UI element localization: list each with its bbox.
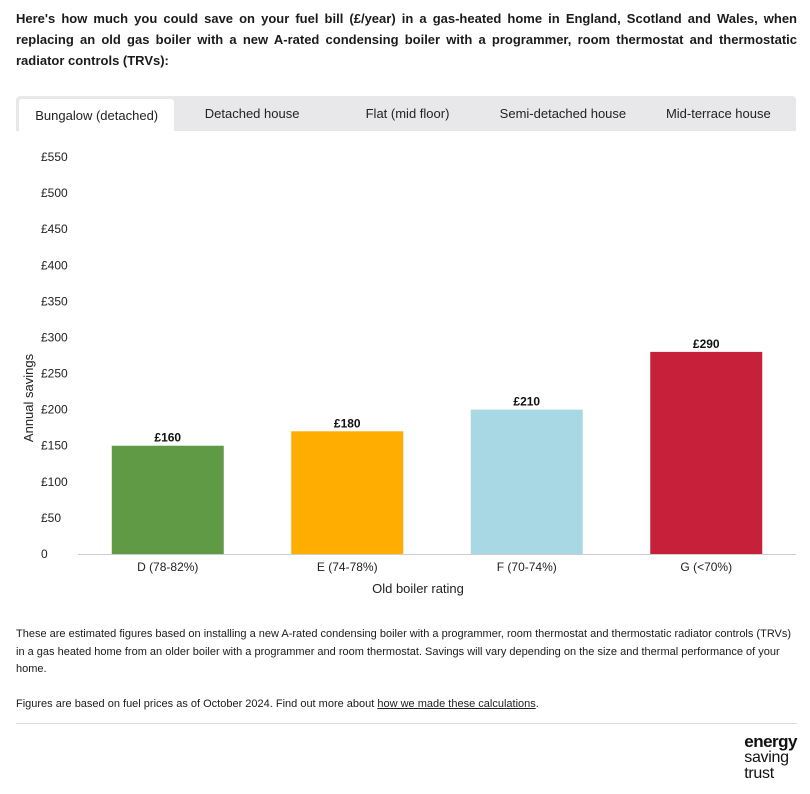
footnote-estimates: These are estimated figures based on ins…: [16, 628, 792, 675]
x-tick-label: F (70-74%): [497, 560, 557, 574]
logo-line-trust: trust: [744, 765, 774, 782]
footnotes: These are estimated figures based on ins…: [16, 626, 796, 730]
bar[interactable]: [470, 409, 583, 554]
logo-line-saving: saving: [744, 749, 789, 766]
tab-mid-terrace-house[interactable]: Mid-terrace house: [665, 106, 771, 121]
y-tick-label: £150: [41, 439, 68, 453]
tab-flat-mid-floor[interactable]: Flat (mid floor): [365, 106, 450, 121]
savings-bar-chart: 0 £50 £100 £150 £200 £250 £300 £350 £400 £450 £500…: [21, 150, 796, 596]
data-label: £210: [513, 395, 540, 409]
calculations-link[interactable]: how we made these calculations: [377, 697, 536, 710]
x-axis-ticks: D (78-82%) E (74-78%) F (70-74%) G (<70%): [137, 560, 732, 574]
bar[interactable]: [291, 431, 404, 554]
y-axis-ticks: 0 £50 £100 £150 £200 £250 £300 £350 £400 £450 £500…: [41, 150, 68, 561]
y-tick-label: £400: [41, 258, 68, 272]
x-tick-label: E (74-78%): [317, 560, 378, 574]
y-tick-label: £550: [41, 150, 68, 164]
footnote-fuel-prices: Figures are based on fuel prices as of O…: [16, 696, 796, 714]
y-tick-label: £200: [41, 403, 68, 417]
logo-line-energy: energy: [744, 732, 797, 751]
footnote-fuel-prices-text: Figures are based on fuel prices as of O…: [16, 697, 378, 710]
y-tick-label: £250: [41, 367, 68, 381]
bar[interactable]: [111, 445, 224, 554]
y-tick-label: £500: [41, 186, 68, 200]
y-tick-label: £450: [41, 222, 68, 236]
y-tick-label: £100: [41, 475, 68, 489]
data-label: £290: [693, 337, 720, 351]
x-tick-label: D (78-82%): [137, 560, 198, 574]
tab-semi-detached-house[interactable]: Semi-detached house: [499, 106, 627, 121]
y-tick-label: £300: [41, 330, 68, 344]
y-axis-title: Annual savings: [21, 353, 36, 442]
x-axis-title: Old boiler rating: [372, 581, 464, 596]
bars: [111, 351, 763, 554]
y-tick-label: £350: [41, 294, 68, 308]
x-tick-label: G (<70%): [680, 560, 732, 574]
footnote-period: .: [535, 697, 539, 710]
tab-bungalow-detached[interactable]: Bungalow (detached): [19, 99, 175, 131]
data-labels: £160 £180 £210 £290: [154, 337, 720, 445]
y-tick-label: £50: [41, 511, 61, 525]
bar[interactable]: [650, 351, 763, 554]
y-tick-label: 0: [41, 547, 48, 561]
data-label: £180: [334, 416, 361, 430]
energy-saving-trust-logo: energy saving trust: [744, 732, 797, 782]
tab-detached-house[interactable]: Detached house: [204, 106, 300, 121]
house-type-tabs: Bungalow (detached) Detached house Flat …: [16, 96, 796, 131]
divider: [16, 723, 797, 724]
data-label: £160: [154, 431, 181, 445]
intro-text: Here's how much you could save on your f…: [16, 11, 797, 68]
